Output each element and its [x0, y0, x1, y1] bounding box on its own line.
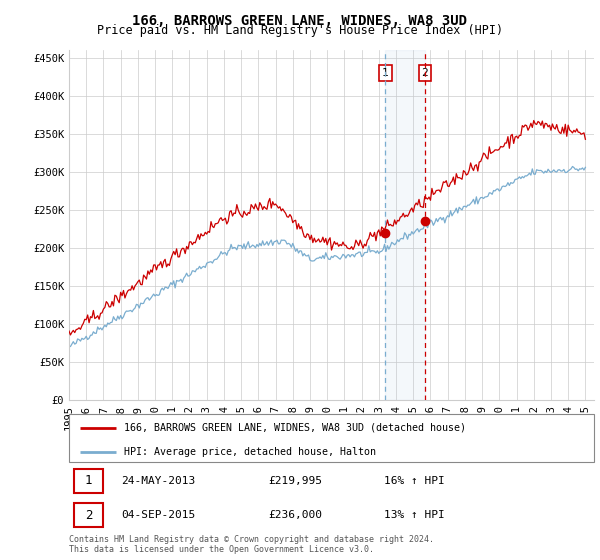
Text: 04-SEP-2015: 04-SEP-2015 — [121, 510, 196, 520]
Text: 1: 1 — [382, 68, 389, 78]
FancyBboxPatch shape — [74, 469, 103, 493]
Text: 166, BARROWS GREEN LANE, WIDNES, WA8 3UD (detached house): 166, BARROWS GREEN LANE, WIDNES, WA8 3UD… — [124, 423, 466, 433]
Text: £219,995: £219,995 — [269, 476, 323, 486]
Text: 24-MAY-2013: 24-MAY-2013 — [121, 476, 196, 486]
Text: 2: 2 — [421, 68, 428, 78]
Text: 166, BARROWS GREEN LANE, WIDNES, WA8 3UD: 166, BARROWS GREEN LANE, WIDNES, WA8 3UD — [133, 14, 467, 28]
Text: 16% ↑ HPI: 16% ↑ HPI — [384, 476, 445, 486]
Text: Price paid vs. HM Land Registry's House Price Index (HPI): Price paid vs. HM Land Registry's House … — [97, 24, 503, 37]
Text: 2: 2 — [85, 508, 92, 521]
FancyBboxPatch shape — [69, 414, 594, 462]
Text: HPI: Average price, detached house, Halton: HPI: Average price, detached house, Halt… — [124, 446, 376, 456]
Text: £236,000: £236,000 — [269, 510, 323, 520]
Text: 1: 1 — [85, 474, 92, 487]
FancyBboxPatch shape — [74, 503, 103, 528]
Text: 13% ↑ HPI: 13% ↑ HPI — [384, 510, 445, 520]
Bar — [385, 50, 425, 400]
Text: Contains HM Land Registry data © Crown copyright and database right 2024.
This d: Contains HM Land Registry data © Crown c… — [69, 535, 434, 554]
